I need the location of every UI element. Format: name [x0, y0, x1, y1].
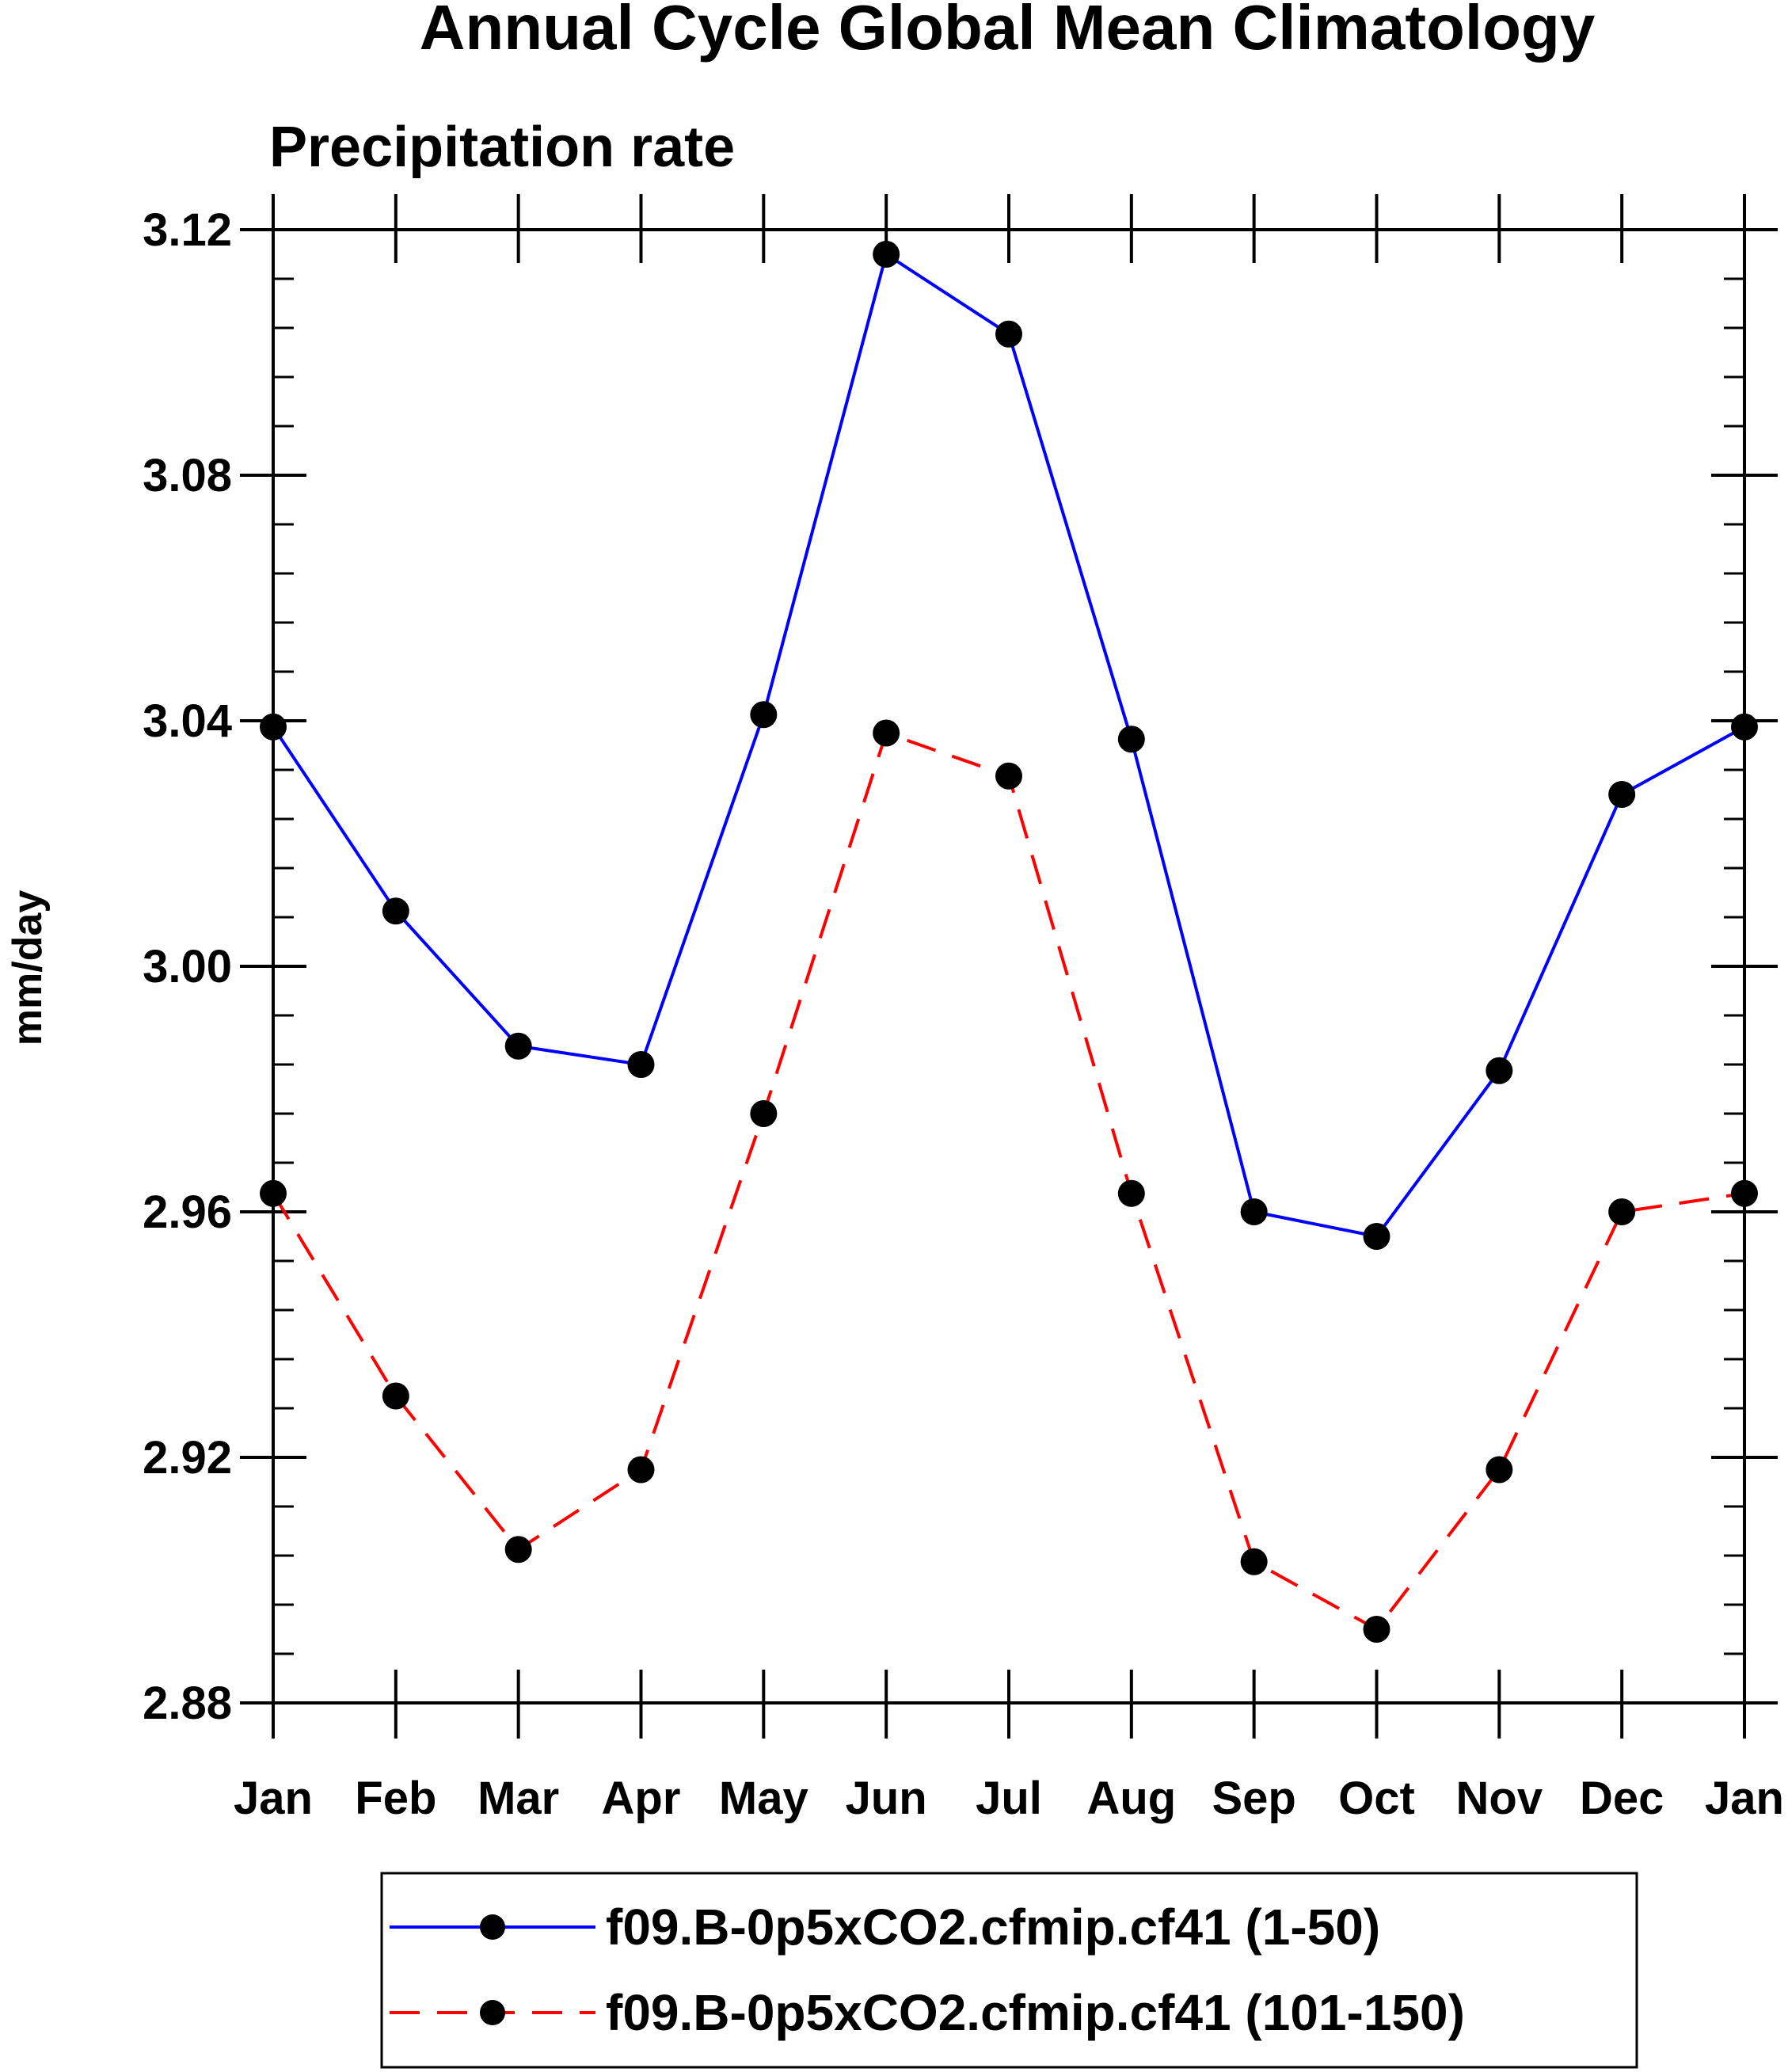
plot-frame: [272, 228, 1746, 1704]
data-point: [1117, 1179, 1145, 1207]
chart-subtitle: Precipitation rate: [269, 116, 735, 179]
data-point: [504, 1536, 532, 1564]
x-tick-label: Apr: [602, 1773, 681, 1824]
x-tick-label: Nov: [1456, 1773, 1543, 1824]
x-tick-label: May: [719, 1773, 808, 1824]
legend: f09.B-0p5xCO2.cfmip.cf41 (1-50) f09.B-0p…: [380, 1872, 1638, 2069]
data-point: [1240, 1548, 1268, 1575]
x-tick-label: Dec: [1580, 1773, 1664, 1824]
y-tick-label: 3.04: [143, 695, 232, 747]
x-tick-label: Feb: [355, 1773, 436, 1824]
series-line-2: [272, 731, 1745, 1631]
data-point: [627, 1456, 655, 1484]
data-point: [750, 701, 778, 729]
series-layer: [260, 241, 1758, 1643]
legend-marker-series-2: [480, 2000, 505, 2025]
y-tick-label: 3.08: [143, 450, 232, 501]
legend-label-series-2: f09.B-0p5xCO2.cfmip.cf41 (101-150): [606, 1984, 1465, 2041]
data-point: [1608, 1198, 1636, 1225]
data-point: [1486, 1456, 1513, 1484]
x-tick-label: Aug: [1086, 1773, 1176, 1824]
y-tick-labels: 3.12 3.08 3.04 3.00 2.96 2.92 2.88: [143, 204, 232, 1729]
x-tick-label: Mar: [477, 1773, 559, 1824]
x-tick-label: Jun: [846, 1773, 927, 1824]
data-point: [1363, 1616, 1390, 1643]
data-point: [995, 762, 1022, 790]
data-point: [750, 1100, 778, 1127]
y-tick-label: 2.96: [143, 1186, 232, 1238]
data-point: [504, 1032, 532, 1060]
data-point: [1240, 1198, 1268, 1225]
y-tick-label: 2.92: [143, 1432, 232, 1484]
data-point: [260, 1179, 287, 1207]
data-point: [382, 897, 409, 925]
x-tick-label: Jan: [234, 1773, 313, 1824]
data-point: [1363, 1223, 1390, 1250]
data-point: [995, 320, 1022, 348]
data-point: [1486, 1057, 1513, 1084]
y-tick-label: 3.00: [143, 941, 232, 992]
data-point: [260, 713, 287, 741]
data-point: [1117, 726, 1145, 753]
legend-box: [380, 1872, 1638, 2069]
y-tick-label: 3.12: [143, 204, 232, 256]
x-tick-label: Oct: [1338, 1773, 1415, 1824]
y-tick-label: 2.88: [143, 1678, 232, 1729]
axis-ticks: [240, 194, 1778, 1739]
data-point: [627, 1051, 655, 1078]
x-tick-label: Sep: [1212, 1773, 1295, 1824]
legend-marker-series-1: [480, 1914, 505, 1940]
x-tick-label: Jan: [1705, 1773, 1784, 1824]
data-point: [1731, 1179, 1758, 1207]
y-axis-label: mm/day: [5, 890, 51, 1046]
chart-title: Annual Cycle Global Mean Climatology: [420, 0, 1596, 63]
data-point: [382, 1382, 409, 1410]
x-tick-label: Jul: [976, 1773, 1042, 1824]
data-point: [1731, 713, 1758, 741]
data-point: [873, 719, 900, 747]
legend-label-series-1: f09.B-0p5xCO2.cfmip.cf41 (1-50): [606, 1899, 1380, 1956]
series-line-1: [272, 253, 1745, 1238]
x-tick-labels: Jan Feb Mar Apr May Jun Jul Aug Sep Oct Nov Dec Jan: [234, 1773, 1784, 1824]
data-point: [873, 241, 900, 268]
data-point: [1608, 781, 1636, 808]
